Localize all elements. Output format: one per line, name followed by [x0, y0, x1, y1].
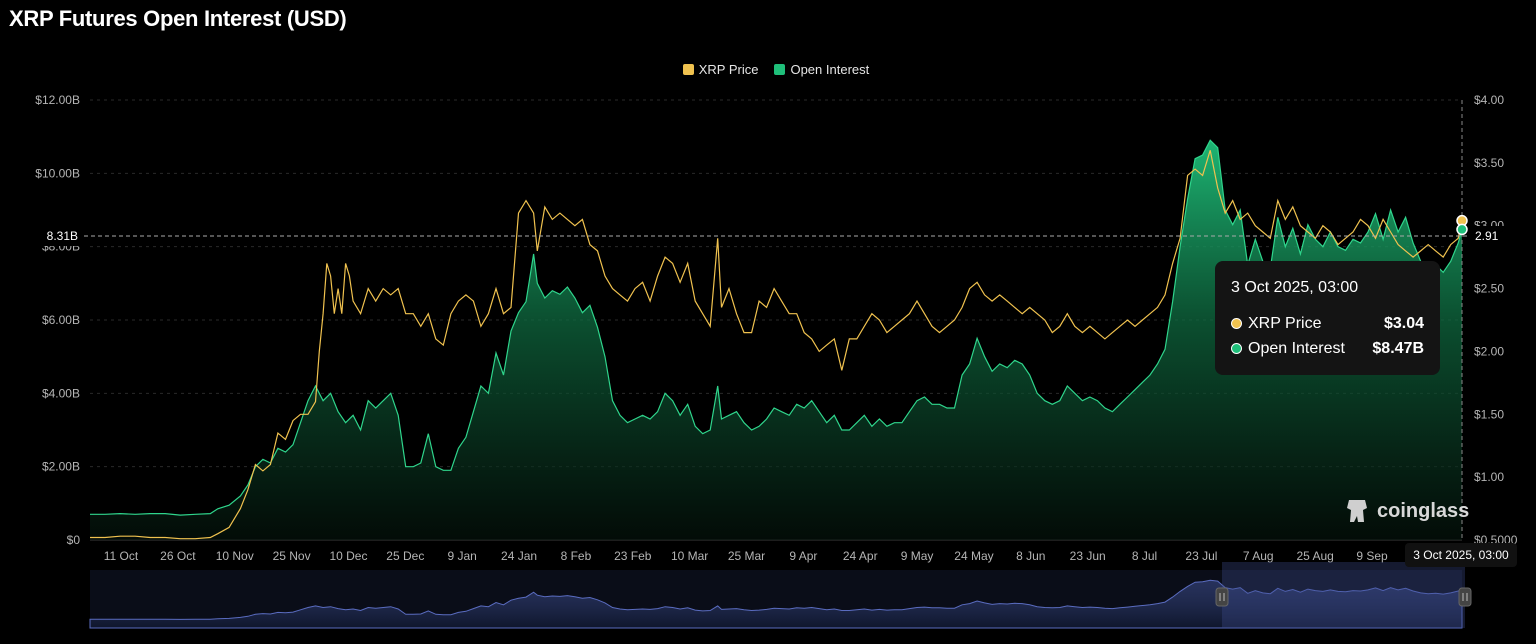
tooltip-name-open-interest: Open Interest	[1248, 339, 1345, 357]
open-interest-area	[90, 140, 1462, 541]
coinglass-logo-icon	[1347, 500, 1367, 522]
x-tick-label: 8 Jul	[1132, 549, 1157, 563]
navigator-series	[89, 579, 1463, 629]
x-tick-label: 23 Feb	[614, 549, 652, 563]
x-tick-label: 9 May	[901, 549, 934, 563]
y-left-tick-label: $6.00B	[42, 313, 80, 327]
crosshair-right-label-bg	[1468, 226, 1508, 246]
x-tick-label: 8 Jun	[1016, 549, 1045, 563]
tooltip: 3 Oct 2025, 03:00 XRP Price $3.04 Open I…	[1215, 261, 1440, 375]
open-interest-line	[90, 139, 1463, 516]
x-tick-label: 25 Dec	[386, 549, 424, 563]
x-axis-active-label: 3 Oct 2025, 03:00	[1405, 543, 1517, 567]
tooltip-row-xrp-price: XRP Price $3.04	[1231, 311, 1424, 336]
xrp-price-line	[90, 150, 1463, 540]
x-tick-label: 25 Aug	[1296, 549, 1333, 563]
x-tick-label: 10 Nov	[216, 549, 254, 563]
x-tick-label: 25 Nov	[273, 549, 311, 563]
tooltip-row-open-interest: Open Interest $8.47B	[1231, 336, 1424, 361]
tooltip-value-xrp-price: $3.04	[1383, 314, 1424, 332]
y-left-tick-label: $4.00B	[42, 386, 80, 400]
handle-grip-icon	[1215, 587, 1229, 607]
open-interest-marker	[1456, 223, 1468, 236]
tooltip-date: 3 Oct 2025, 03:00	[1231, 279, 1359, 296]
crosshair-left-label: 8.31B	[47, 229, 78, 243]
legend-swatch-xrp-price	[682, 64, 694, 75]
x-tick-label: 23 Jun	[1070, 549, 1106, 563]
x-tick-label: 10 Mar	[671, 549, 708, 563]
y-right-tick-label: $2.00	[1474, 344, 1504, 358]
legend: XRP Price Open Interest	[0, 62, 1536, 77]
x-tick-label: 10 Dec	[329, 549, 367, 563]
x-tick-label: 9 Apr	[789, 549, 817, 563]
y-right-tick-label: $1.00	[1474, 470, 1504, 484]
legend-item-open-interest[interactable]: Open Interest	[774, 62, 869, 77]
y-right-tick-label: $3.50	[1474, 156, 1504, 170]
y-left-tick-label: $0	[67, 533, 81, 547]
x-tick-label: 24 Apr	[843, 549, 878, 563]
x-tick-label: 26 Oct	[160, 549, 196, 563]
navigator-handle-right[interactable]	[1458, 587, 1472, 607]
x-tick-label: 7 Aug	[1243, 549, 1274, 563]
chart-title: XRP Futures Open Interest (USD)	[9, 6, 347, 31]
watermark: coinglass	[1345, 498, 1469, 524]
x-tick-label: 9 Jan	[448, 549, 477, 563]
watermark-text: coinglass	[1377, 499, 1470, 522]
tooltip-value-open-interest: $8.47B	[1372, 339, 1424, 357]
crosshair-right-label: 2.91	[1475, 229, 1499, 243]
legend-swatch-open-interest	[774, 64, 786, 75]
tooltip-dot-xrp-price	[1231, 318, 1242, 329]
legend-label-xrp-price: XRP Price	[698, 62, 759, 77]
x-tick-label: 23 Jul	[1185, 549, 1217, 563]
y-left-tick-label: $2.00B	[42, 460, 80, 474]
x-tick-label: 9 Sep	[1356, 549, 1388, 563]
y-left-tick-label: $10.00B	[35, 166, 80, 180]
x-tick-label: 8 Feb	[561, 549, 592, 563]
tooltip-dot-open-interest	[1231, 343, 1242, 354]
legend-label-open-interest: Open Interest	[790, 62, 870, 77]
y-left-tick-label: $12.00B	[35, 93, 80, 107]
navigator-selection	[1222, 562, 1465, 628]
navigator-handle-left[interactable]	[1215, 587, 1229, 607]
y-axis-right: $0.5000$1.00$1.50$2.00$2.50$3.00$3.50$4.…	[1474, 93, 1518, 547]
x-tick-label: 24 Jan	[501, 549, 537, 563]
x-tick-label: 25 Mar	[728, 549, 765, 563]
x-tick-label: 11 Oct	[104, 549, 139, 563]
y-axis-left: $0$2.00B$4.00B$6.00B$8.00B$10.00B$12.00B	[35, 93, 80, 547]
y-right-tick-label: $1.50	[1474, 407, 1504, 421]
crosshair-left-label-bg	[36, 226, 82, 246]
y-right-tick-label: $4.00	[1474, 93, 1504, 107]
handle-grip-icon	[1458, 587, 1472, 607]
legend-item-xrp-price[interactable]: XRP Price	[682, 62, 759, 77]
range-navigator	[89, 562, 1472, 629]
y-right-tick-label: $2.50	[1474, 282, 1504, 296]
x-axis: 11 Oct 26 Oct 10 Nov 25 Nov 10 Dec 25 Dec 9 Ja…	[104, 549, 1388, 563]
crosshair: 8.31B 2.91	[36, 100, 1508, 540]
x-tick-label: 24 May	[954, 549, 993, 563]
tooltip-name-xrp-price: XRP Price	[1248, 314, 1322, 332]
